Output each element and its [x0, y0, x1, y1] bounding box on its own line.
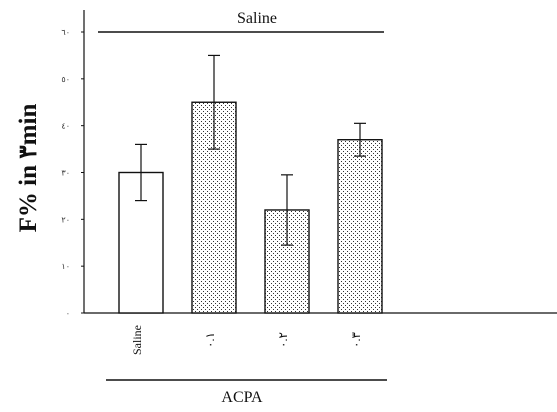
bar: [337, 139, 383, 314]
y-tick-label: ١٠: [61, 262, 70, 271]
x-category-label: Saline: [130, 325, 144, 355]
plot-area: ٠ ١٠ ٢٠ ٣٠ ٤٠ ٥٠ ٦٠ Saline ٠.١ ٠.٢ ٠.٣: [61, 10, 557, 355]
top-group-label: Saline: [237, 10, 277, 27]
y-tick-label: ٤٠: [61, 122, 70, 131]
x-category-label: ٠.٣: [349, 332, 363, 348]
y-tick-label: ٥٠: [61, 75, 70, 84]
x-category-label: ٠.١: [203, 332, 217, 348]
y-tick-label: ٦٠: [61, 28, 70, 37]
y-tick-label: ٣٠: [61, 169, 70, 178]
x-category-label: ٠.٢: [276, 332, 290, 348]
bottom-group-label: ACPA: [221, 389, 263, 406]
y-tick-label: ٢٠: [61, 215, 70, 224]
y-axis-title: F% in ٣min: [15, 104, 42, 233]
y-tick-label: ٠: [66, 309, 70, 318]
